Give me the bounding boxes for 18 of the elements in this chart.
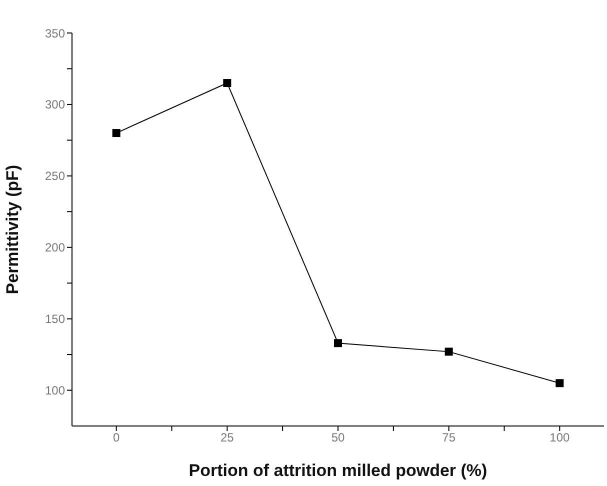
point (223, 79, 232, 88)
x-tick-label: 50 (331, 430, 345, 445)
y-tick-label: 200 (44, 240, 66, 255)
y-tick-label: 150 (44, 312, 66, 326)
y-tick-label: 100 (44, 384, 66, 398)
x-tick-label: 75 (442, 430, 456, 445)
x-tick-label: 0 (112, 430, 120, 445)
point (556, 379, 564, 388)
x-tick-label: 100 (550, 430, 570, 445)
point (444, 348, 453, 356)
y-tick-label: 250 (44, 169, 66, 184)
y-tick-label: 350 (44, 26, 66, 40)
y-axis-title: Permittivity (pF) (3, 164, 22, 294)
x-axis-title: Portion of attrition milled powder (%) (188, 461, 488, 480)
point (334, 339, 342, 348)
y-tick-label: 300 (44, 98, 66, 112)
x-tick-label: 25 (220, 430, 234, 445)
point (112, 129, 120, 138)
